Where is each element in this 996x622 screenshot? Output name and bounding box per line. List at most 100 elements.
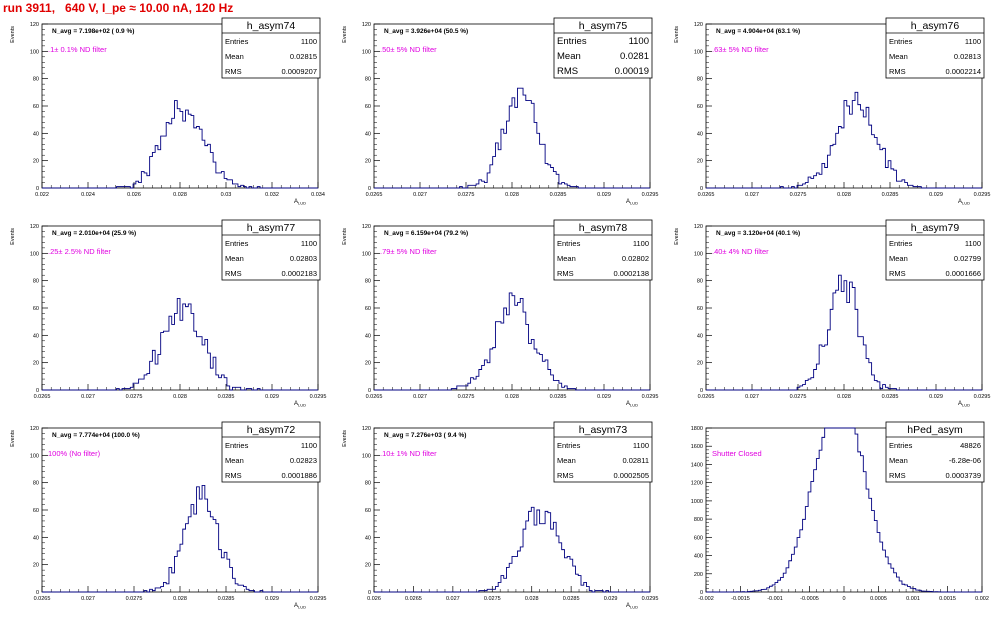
x-tick-label: 0	[842, 596, 845, 602]
filter-label: .1± 0.1% ND filter	[48, 45, 107, 54]
x-axis-label: ALUD	[626, 603, 638, 610]
stats-box-frame	[885, 219, 985, 281]
x-tick-label: 0.027	[745, 394, 759, 400]
filter-label: .63± 5% ND filter	[712, 45, 769, 54]
x-tick-label: 0.029	[597, 394, 611, 400]
y-tick-label: 80	[697, 279, 703, 285]
y-axis-label: Events	[674, 228, 680, 245]
filter-label: .79± 5% ND filter	[380, 247, 437, 256]
y-tick-label: 400	[694, 554, 703, 560]
stats-mean-label: Mean	[225, 456, 244, 465]
filter-label: .10± 1% ND filter	[380, 449, 437, 458]
x-tick-label: 0.028	[173, 192, 187, 198]
histogram-step-line	[706, 427, 982, 593]
y-tick-label: 40	[697, 131, 703, 137]
filter-label: .25± 2.5% ND filter	[48, 247, 111, 256]
x-tick-label: 0.032	[265, 192, 279, 198]
histogram-panel-h_asym74: 0 20 40 60 80 100 120 0.022 0.024 0.026 0.028 0.03 0…	[10, 17, 325, 206]
y-tick-label: 0	[36, 388, 39, 394]
x-tick-label: 0.028	[173, 394, 187, 400]
x-tick-label: 0.029	[929, 192, 943, 198]
y-tick-label: 0	[368, 186, 371, 192]
y-tick-label: 80	[33, 77, 39, 83]
stats-rms-label: RMS	[557, 471, 574, 480]
stats-box-frame	[221, 421, 321, 483]
x-tick-label: 0.0295	[310, 394, 327, 400]
histogram-step-line	[374, 292, 650, 391]
stats-rms-label: RMS	[225, 269, 242, 278]
y-axis-label: Events	[10, 228, 16, 245]
stats-box: h_asym73 Entries 1100 Mean 0.02811 RMS 0.00025…	[553, 421, 653, 483]
stats-rms-label: RMS	[889, 269, 906, 278]
x-tick-label: 0.0295	[974, 192, 991, 198]
stats-box: h_asym79 Entries 1100 Mean 0.02799 RMS 0.00016…	[885, 219, 985, 281]
stats-rms-value: 0.0001666	[946, 269, 981, 278]
x-tick-label: 0.027	[446, 596, 460, 602]
x-tick-label: 0.0015	[939, 596, 956, 602]
x-tick-label: 0.027	[413, 394, 427, 400]
x-tick-label: 0.0265	[366, 192, 383, 198]
y-tick-label: 80	[365, 279, 371, 285]
x-tick-label: 0.027	[81, 394, 95, 400]
y-tick-label: 80	[697, 77, 703, 83]
x-tick-label: 0.0285	[218, 394, 235, 400]
x-tick-label: 0.027	[81, 596, 95, 602]
x-tick-label: 0.026	[127, 192, 141, 198]
filter-label: 100% (No filter)	[48, 449, 101, 458]
stats-box-title: h_asym75	[579, 20, 628, 32]
x-axis-label: ALUD	[294, 401, 306, 408]
x-tick-label: 0.022	[35, 192, 49, 198]
stats-rms-value: 0.0002505	[614, 471, 649, 480]
navg-label: N_avg = 3.926e+04 (50.5 %)	[384, 28, 468, 35]
stats-entries-label: Entries	[557, 441, 581, 450]
stats-rms-label: RMS	[889, 471, 906, 480]
y-tick-label: 100	[362, 49, 371, 55]
x-tick-label: 0.0265	[34, 596, 51, 602]
y-tick-label: 1000	[691, 499, 703, 505]
y-axis-label: Events	[342, 430, 348, 447]
y-tick-label: 20	[33, 563, 39, 569]
stats-rms-value: 0.0002183	[282, 269, 317, 278]
page-title: run 3911, 640 V, I_pe ≈ 10.00 nA, 120 Hz	[3, 1, 234, 15]
x-tick-label: -0.0005	[800, 596, 819, 602]
x-tick-label: 0.0295	[642, 596, 659, 602]
y-tick-label: 120	[30, 426, 39, 432]
x-tick-label: -0.0015	[731, 596, 750, 602]
stats-entries-value: 48826	[960, 441, 981, 450]
histogram-step-line	[42, 100, 318, 189]
stats-box: h_asym77 Entries 1100 Mean 0.02803 RMS 0.00021…	[221, 219, 321, 281]
y-tick-label: 120	[694, 22, 703, 28]
stats-rms-label: RMS	[889, 67, 906, 76]
y-tick-label: 100	[694, 251, 703, 257]
x-tick-label: 0.0275	[790, 192, 807, 198]
x-tick-label: -0.001	[767, 596, 783, 602]
y-tick-label: 60	[697, 306, 703, 312]
stats-mean-value: 0.02811	[622, 456, 649, 465]
stats-box-frame	[553, 421, 653, 483]
navg-label: N_avg = 7.198e+02 ( 0.9 %)	[52, 28, 134, 35]
stats-rms-label: RMS	[557, 66, 578, 77]
stats-rms-label: RMS	[225, 67, 242, 76]
y-tick-label: 60	[365, 306, 371, 312]
stats-mean-label: Mean	[557, 51, 581, 62]
stats-entries-label: Entries	[889, 37, 913, 46]
navg-label: N_avg = 7.276e+03 ( 9.4 %)	[384, 432, 466, 439]
y-tick-label: 120	[362, 224, 371, 230]
stats-box-title: h_asym72	[247, 424, 296, 436]
stats-rms-label: RMS	[225, 471, 242, 480]
histogram-step-line	[374, 87, 650, 189]
stats-mean-value: 0.0281	[620, 51, 649, 62]
x-axis-label: ALUD	[958, 401, 970, 408]
stats-box: h_asym74 Entries 1100 Mean 0.02815 RMS 0.00092…	[221, 17, 321, 79]
histogram-panel-h_asym76: 0 20 40 60 80 100 120 0.0265 0.027 0.0275 0.028 0.0…	[674, 17, 991, 206]
y-axis-label: Events	[342, 26, 348, 43]
x-tick-label: 0.029	[597, 192, 611, 198]
histogram-panel-h_asym79: 0 20 40 60 80 100 120 0.0265 0.027 0.0275 0.028 0.0…	[674, 219, 990, 408]
navg-label: N_avg = 2.010e+04 (25.9 %)	[52, 230, 136, 237]
y-tick-label: 60	[33, 306, 39, 312]
y-tick-label: 80	[33, 279, 39, 285]
stats-box-frame	[221, 17, 321, 79]
x-tick-label: 0.0005	[870, 596, 887, 602]
histogram-panel-h_asym78: 0 20 40 60 80 100 120 0.0265 0.027 0.0275 0.028 0.0…	[342, 219, 658, 408]
filter-label: Shutter Closed	[712, 449, 762, 458]
